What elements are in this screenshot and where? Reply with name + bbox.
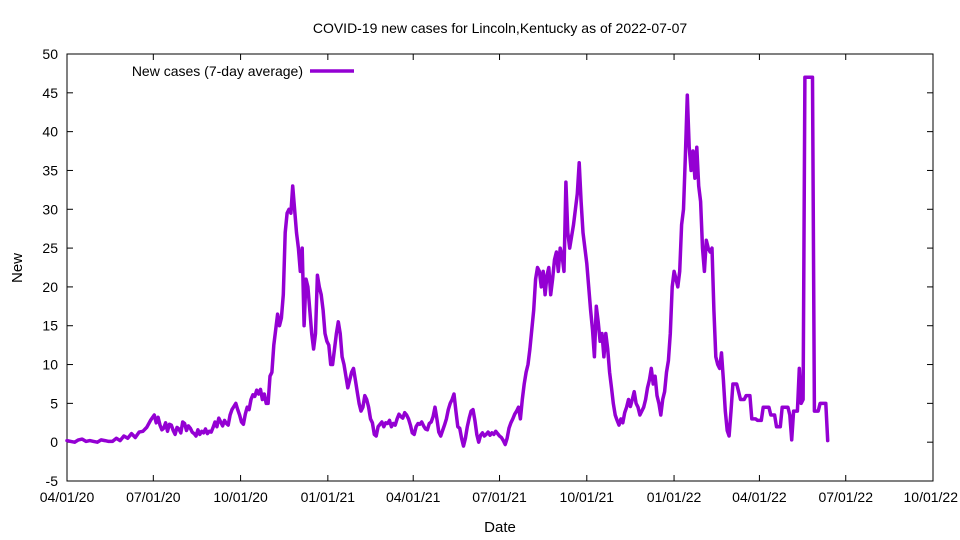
y-tick-label: 25 — [42, 240, 58, 256]
x-tick-label: 10/01/21 — [560, 489, 615, 505]
y-tick-label: 20 — [42, 279, 58, 295]
x-axis: 04/01/20 07/01/20 10/01/20 01/01/21 04/01/21… — [40, 54, 958, 505]
x-tick-label: 07/01/22 — [818, 489, 873, 505]
x-tick-label: 01/01/21 — [301, 489, 356, 505]
series-line-new-cases — [65, 75, 830, 448]
y-tick-label: 50 — [42, 46, 58, 62]
x-axis-label: Date — [484, 519, 516, 536]
y-tick-label: 15 — [42, 318, 58, 334]
y-tick-label: 5 — [50, 395, 58, 411]
y-tick-label: 10 — [42, 357, 58, 373]
y-tick-label: 45 — [42, 85, 58, 101]
y-axis-label: New — [9, 253, 26, 283]
legend: New cases (7-day average) — [132, 63, 354, 79]
y-tick-label: 30 — [42, 201, 58, 217]
chart-title: COVID-19 new cases for Lincoln,Kentucky … — [313, 20, 688, 36]
y-tick-label: 0 — [50, 434, 58, 450]
x-tick-label: 04/01/20 — [40, 489, 95, 505]
y-axis: -5 0 5 10 15 20 25 30 35 40 45 50 — [42, 46, 933, 489]
x-tick-label: 10/01/22 — [904, 489, 959, 505]
x-tick-label: 07/01/21 — [472, 489, 527, 505]
x-tick-label: 07/01/20 — [126, 489, 181, 505]
x-tick-label: 10/01/20 — [213, 489, 268, 505]
y-tick-label: 35 — [42, 162, 58, 178]
y-tick-label: 40 — [42, 124, 58, 140]
y-tick-label: -5 — [46, 473, 59, 489]
x-tick-label: 04/01/21 — [386, 489, 441, 505]
x-tick-label: 01/01/22 — [647, 489, 702, 505]
legend-label: New cases (7-day average) — [132, 63, 303, 79]
x-tick-label: 04/01/22 — [732, 489, 787, 505]
